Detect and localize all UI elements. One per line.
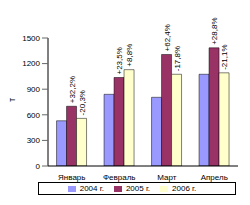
svg-text:Февраль: Февраль bbox=[103, 173, 136, 182]
svg-text:+32,2%: +32,2% bbox=[68, 76, 77, 103]
svg-text:т: т bbox=[8, 98, 17, 102]
html-text:2006 г.: 2006 г. bbox=[172, 184, 197, 193]
svg-text:300: 300 bbox=[27, 136, 41, 145]
html-text:2005 г.: 2005 г. bbox=[125, 184, 151, 193]
html-text:2004 г.: 2004 г. bbox=[79, 184, 104, 193]
svg-text:1200: 1200 bbox=[22, 59, 40, 68]
svg-text:Март: Март bbox=[157, 173, 176, 182]
svg-text:+28,8%: +28,8% bbox=[210, 17, 219, 44]
svg-text:+8,8%: +8,8% bbox=[125, 44, 134, 67]
svg-text:600: 600 bbox=[27, 111, 41, 120]
svg-text:Январь: Январь bbox=[58, 173, 85, 182]
svg-text:+62,4%: +62,4% bbox=[163, 24, 172, 51]
svg-text:1500: 1500 bbox=[22, 34, 40, 43]
svg-text:+23,5%: +23,5% bbox=[115, 47, 124, 74]
svg-text:Апрель: Апрель bbox=[201, 173, 228, 182]
svg-text:-20,3%: -20,3% bbox=[78, 90, 87, 115]
svg-text:900: 900 bbox=[27, 85, 41, 94]
svg-text:0: 0 bbox=[36, 162, 41, 171]
svg-text:-17,8%: -17,8% bbox=[173, 46, 182, 71]
svg-text:-21,1%: -21,1% bbox=[220, 44, 229, 69]
